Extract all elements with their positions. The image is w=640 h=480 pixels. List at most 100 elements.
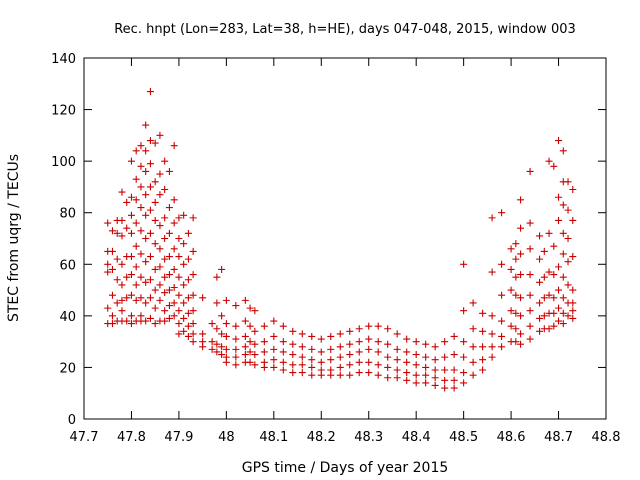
data-point bbox=[479, 356, 487, 364]
data-point bbox=[104, 304, 112, 312]
data-point bbox=[156, 131, 164, 139]
data-point bbox=[108, 312, 116, 320]
data-point bbox=[327, 356, 335, 364]
data-point bbox=[460, 369, 468, 377]
data-point bbox=[488, 312, 496, 320]
data-point bbox=[270, 363, 278, 371]
y-tick-label: 140 bbox=[51, 52, 76, 67]
data-point bbox=[555, 216, 563, 224]
data-point bbox=[175, 235, 183, 242]
data-point bbox=[412, 361, 420, 369]
data-point bbox=[488, 343, 496, 351]
data-point bbox=[156, 191, 164, 199]
data-point bbox=[161, 186, 169, 194]
data-point bbox=[170, 196, 178, 204]
data-point bbox=[218, 343, 226, 351]
data-point bbox=[536, 232, 544, 240]
data-point bbox=[142, 147, 150, 155]
data-point bbox=[132, 242, 140, 250]
data-point bbox=[441, 338, 449, 346]
x-tick-label: 48.1 bbox=[259, 430, 288, 445]
data-point bbox=[104, 268, 112, 276]
data-point bbox=[222, 332, 230, 340]
data-point bbox=[270, 356, 278, 364]
data-point bbox=[189, 247, 197, 255]
data-point bbox=[175, 320, 183, 328]
data-point bbox=[526, 307, 534, 315]
data-point bbox=[569, 307, 577, 315]
data-point bbox=[336, 371, 344, 379]
data-point bbox=[422, 379, 430, 387]
data-point bbox=[213, 273, 221, 281]
data-point bbox=[161, 214, 169, 222]
data-point bbox=[545, 268, 553, 276]
data-point bbox=[450, 376, 458, 384]
data-point bbox=[189, 307, 197, 315]
y-axis-title: STEC from uqrg / TECUs bbox=[6, 154, 22, 322]
data-point bbox=[132, 196, 140, 204]
data-point bbox=[251, 340, 259, 348]
data-point bbox=[422, 371, 430, 379]
data-point bbox=[108, 320, 116, 328]
data-point bbox=[118, 307, 126, 315]
data-point bbox=[536, 327, 544, 335]
data-point bbox=[289, 340, 297, 348]
data-point bbox=[222, 345, 230, 353]
data-point bbox=[526, 291, 534, 299]
data-point bbox=[180, 314, 188, 322]
data-point bbox=[526, 271, 534, 279]
data-point bbox=[384, 363, 392, 371]
data-point bbox=[289, 351, 297, 359]
data-point bbox=[569, 216, 577, 224]
data-point bbox=[308, 345, 316, 353]
data-point bbox=[346, 327, 354, 335]
data-point bbox=[460, 353, 468, 361]
data-point bbox=[189, 338, 197, 346]
data-point bbox=[431, 366, 439, 374]
data-point bbox=[260, 338, 268, 346]
data-point bbox=[384, 340, 392, 348]
data-point bbox=[298, 343, 306, 351]
data-point bbox=[355, 325, 363, 333]
data-point bbox=[564, 258, 572, 266]
data-point bbox=[175, 307, 183, 315]
data-point bbox=[270, 317, 278, 325]
data-point bbox=[550, 294, 558, 302]
data-point bbox=[507, 245, 515, 253]
data-point bbox=[512, 338, 520, 346]
data-point bbox=[450, 366, 458, 374]
data-point bbox=[550, 162, 558, 170]
data-point bbox=[422, 353, 430, 361]
data-point bbox=[412, 379, 420, 387]
x-tick-label: 48.5 bbox=[449, 430, 478, 445]
data-point bbox=[536, 299, 544, 307]
data-point bbox=[374, 338, 382, 346]
data-point bbox=[246, 304, 254, 312]
data-point bbox=[251, 361, 259, 369]
data-point bbox=[346, 340, 354, 348]
data-point bbox=[308, 371, 316, 379]
data-point bbox=[431, 343, 439, 351]
data-point bbox=[137, 250, 145, 258]
data-point bbox=[151, 216, 159, 224]
data-point bbox=[298, 330, 306, 338]
data-point bbox=[251, 351, 259, 359]
data-point bbox=[460, 260, 468, 268]
data-point bbox=[260, 322, 268, 330]
data-point bbox=[308, 332, 316, 340]
data-point bbox=[199, 294, 207, 302]
data-point bbox=[431, 356, 439, 364]
data-point bbox=[559, 250, 567, 258]
data-point bbox=[279, 338, 287, 346]
x-tick-label: 47.7 bbox=[70, 430, 99, 445]
data-point bbox=[431, 381, 439, 389]
data-point bbox=[241, 332, 249, 340]
data-point bbox=[170, 312, 178, 320]
data-point bbox=[555, 286, 563, 294]
data-point bbox=[170, 142, 178, 150]
data-point bbox=[132, 281, 140, 289]
data-point bbox=[507, 307, 515, 315]
data-point bbox=[317, 358, 325, 366]
data-point bbox=[151, 320, 159, 328]
data-point bbox=[298, 353, 306, 361]
